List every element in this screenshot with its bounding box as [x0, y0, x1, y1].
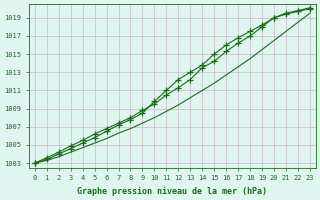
X-axis label: Graphe pression niveau de la mer (hPa): Graphe pression niveau de la mer (hPa) — [77, 187, 267, 196]
